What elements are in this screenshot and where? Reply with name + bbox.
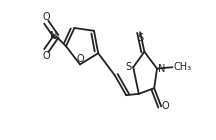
Text: S: S bbox=[137, 33, 143, 43]
Text: O: O bbox=[43, 51, 50, 61]
Text: CH₃: CH₃ bbox=[173, 62, 191, 72]
Text: O: O bbox=[76, 54, 84, 64]
Text: N: N bbox=[49, 31, 57, 41]
Text: O: O bbox=[162, 101, 170, 111]
Text: O: O bbox=[43, 12, 50, 22]
Text: S: S bbox=[126, 61, 132, 72]
Text: N: N bbox=[158, 64, 165, 74]
